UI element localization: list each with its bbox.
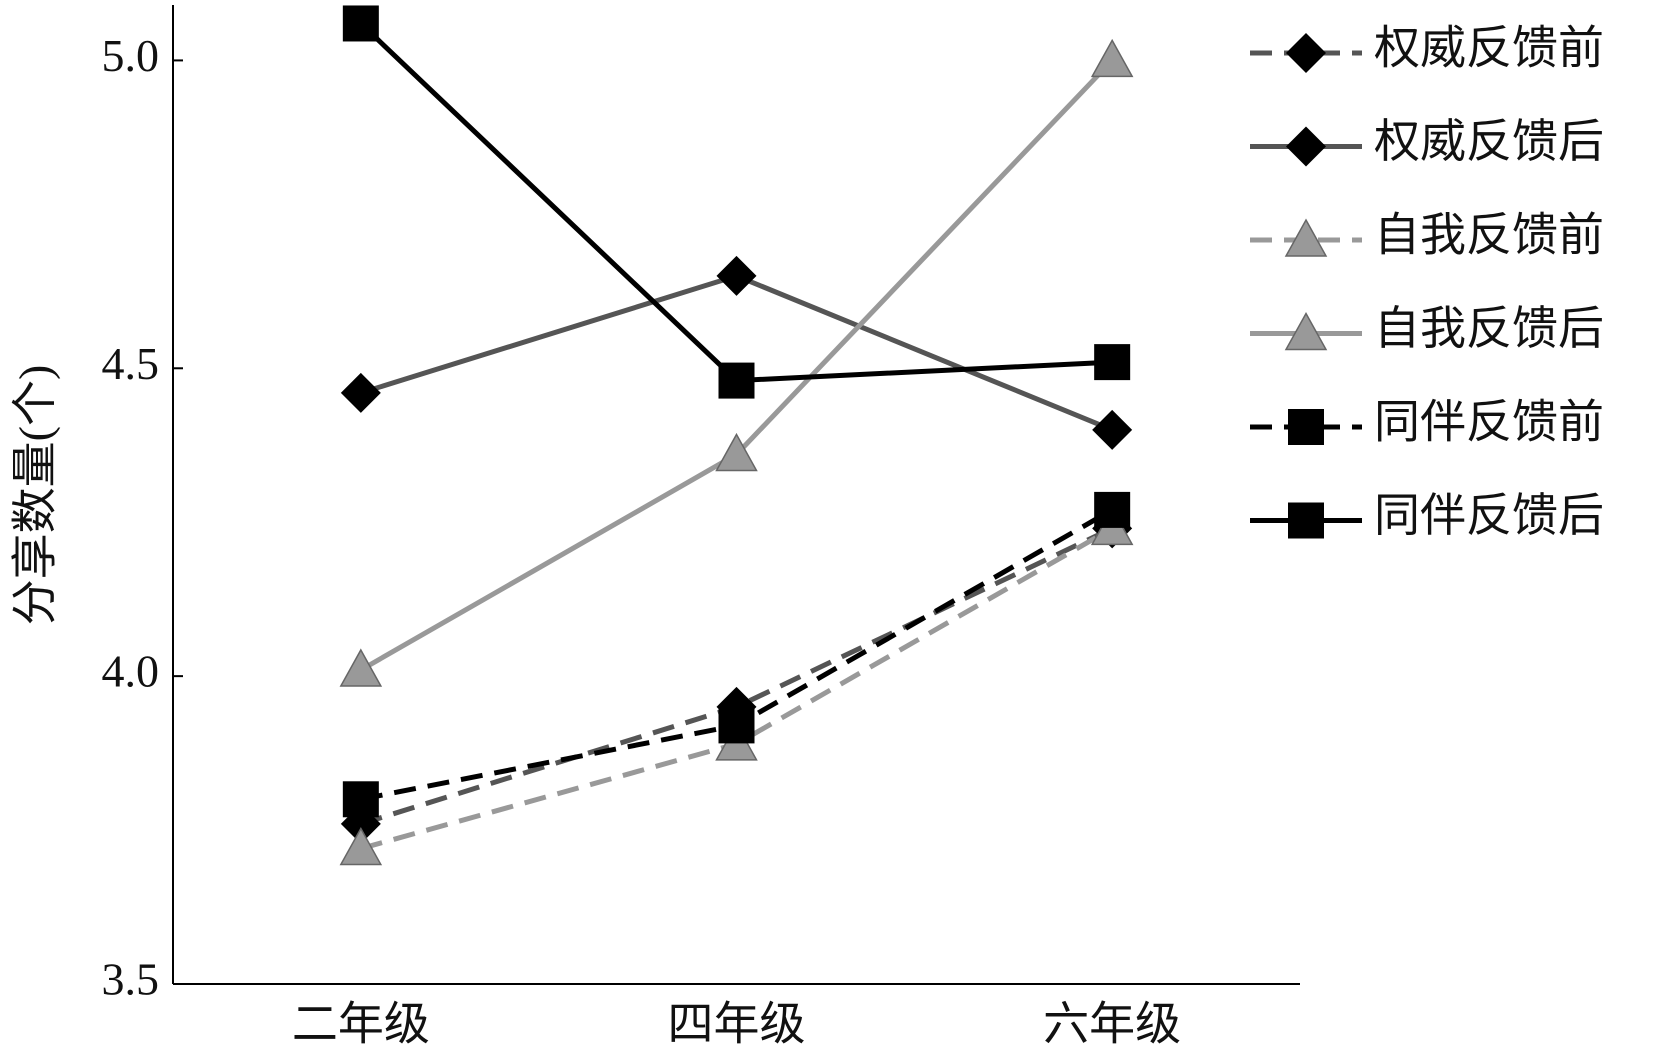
legend-label: 自我反馈后	[1374, 303, 1604, 354]
marker	[715, 432, 758, 472]
line	[360, 273, 1114, 433]
marker	[1284, 311, 1328, 351]
y-tick-label: 5.0	[102, 30, 160, 81]
marker	[718, 362, 755, 399]
x-tick-label: 四年级	[668, 999, 806, 1050]
legend-label: 权威反馈后	[1374, 116, 1604, 167]
line	[359, 21, 1113, 384]
y-tick-label: 4.0	[102, 646, 160, 697]
legend-label: 同伴反馈前	[1374, 397, 1604, 448]
marker	[1090, 38, 1134, 78]
marker	[716, 255, 757, 296]
marker	[342, 781, 379, 818]
marker	[1094, 344, 1131, 381]
marker	[718, 707, 755, 744]
x-tick-label: 二年级	[292, 999, 430, 1050]
marker	[1288, 409, 1324, 445]
marker	[1286, 33, 1326, 73]
marker	[1092, 409, 1133, 450]
marker	[1286, 126, 1326, 167]
marker	[342, 5, 379, 42]
x-tick-label: 六年级	[1043, 999, 1181, 1050]
y-tick-label: 3.5	[102, 954, 160, 1005]
marker	[339, 648, 383, 687]
y-tick-label: 4.5	[102, 338, 160, 389]
marker	[340, 372, 381, 413]
marker	[1284, 218, 1328, 257]
y-axis-label: 分享数量(个)	[10, 365, 61, 626]
legend-label: 自我反馈前	[1374, 210, 1604, 261]
legend-label: 权威反馈前	[1374, 23, 1604, 74]
legend-label: 同伴反馈后	[1374, 490, 1604, 541]
marker	[339, 826, 383, 866]
marker	[1288, 502, 1324, 539]
marker	[1094, 491, 1131, 528]
